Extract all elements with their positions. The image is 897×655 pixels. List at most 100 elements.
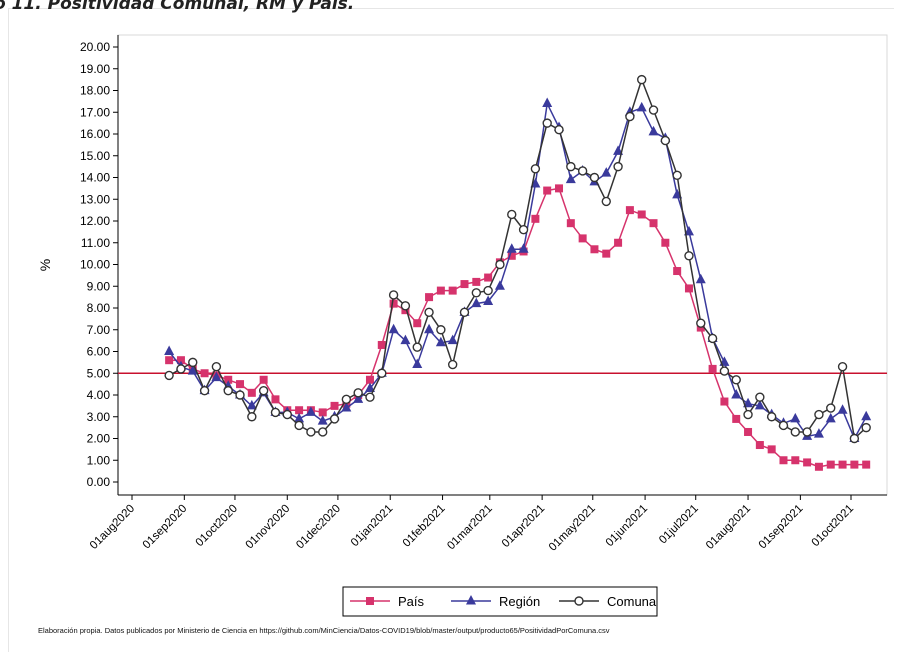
data-point-region bbox=[695, 273, 706, 284]
data-point-comuna bbox=[849, 433, 860, 444]
data-point-pais bbox=[425, 293, 434, 302]
data-point-comuna bbox=[318, 427, 328, 437]
x-tick-label: 01jul2021 bbox=[657, 503, 701, 547]
data-point-comuna bbox=[424, 307, 434, 318]
data-point-comuna bbox=[188, 357, 198, 368]
y-tick-label: 16.00 bbox=[80, 127, 110, 141]
data-point-region bbox=[341, 402, 352, 412]
data-point-comuna bbox=[554, 124, 564, 135]
y-tick-label: 14.00 bbox=[80, 171, 110, 185]
data-point-comuna bbox=[518, 224, 529, 235]
data-point-region bbox=[518, 243, 529, 253]
data-point-comuna bbox=[530, 164, 541, 174]
data-point-comuna bbox=[743, 409, 753, 420]
data-point-region bbox=[494, 280, 505, 290]
data-point-pais bbox=[555, 184, 564, 193]
y-tick-label: 15.00 bbox=[80, 149, 110, 163]
data-point-pais bbox=[625, 206, 634, 215]
data-point-comuna bbox=[625, 111, 635, 122]
data-point-pais bbox=[271, 395, 280, 404]
data-point-comuna bbox=[199, 385, 210, 396]
y-tick-label: 7.00 bbox=[87, 323, 111, 337]
y-tick-label: 9.00 bbox=[87, 279, 111, 293]
data-point-region bbox=[435, 336, 446, 347]
legend-marker-comuna bbox=[574, 596, 584, 606]
data-point-comuna bbox=[826, 403, 836, 413]
data-point-region bbox=[447, 334, 458, 345]
data-point-pais bbox=[224, 375, 233, 384]
data-point-pais bbox=[850, 460, 859, 469]
data-point-pais bbox=[862, 460, 871, 469]
data-point-pais bbox=[247, 388, 256, 397]
data-point-region bbox=[648, 125, 659, 136]
data-point-comuna bbox=[589, 172, 600, 183]
y-tick-label: 17.00 bbox=[80, 105, 110, 119]
data-point-pais bbox=[684, 284, 693, 293]
data-point-comuna bbox=[258, 385, 269, 396]
data-point-region bbox=[506, 243, 517, 253]
data-point-region bbox=[542, 97, 553, 108]
data-point-region bbox=[837, 404, 848, 414]
y-tick-label: 1.00 bbox=[87, 453, 111, 467]
data-point-pais bbox=[791, 456, 800, 465]
data-point-pais bbox=[602, 249, 611, 258]
data-point-pais bbox=[566, 219, 575, 228]
x-tick-label: 01oct2020 bbox=[194, 503, 240, 549]
data-point-pais bbox=[673, 267, 682, 276]
data-point-pais bbox=[708, 364, 717, 373]
data-point-region bbox=[613, 145, 624, 155]
data-point-pais bbox=[803, 458, 812, 467]
data-point-comuna bbox=[684, 251, 694, 261]
data-point-region bbox=[683, 225, 694, 236]
data-point-comuna bbox=[471, 288, 482, 298]
page-title: o 11. Positividad Comunal, RM y País. bbox=[0, 0, 355, 14]
legend-marker-pais bbox=[366, 597, 374, 605]
x-tick-label: 01aug2021 bbox=[704, 503, 753, 552]
data-point-comuna bbox=[861, 422, 871, 433]
data-point-region bbox=[743, 397, 754, 408]
data-point-pais bbox=[448, 286, 457, 295]
data-point-comuna bbox=[412, 342, 422, 352]
data-point-comuna bbox=[483, 285, 493, 296]
data-point-pais bbox=[590, 245, 599, 254]
data-point-pais bbox=[365, 375, 374, 384]
data-point-comuna bbox=[507, 209, 517, 220]
data-point-pais bbox=[460, 280, 469, 289]
data-point-pais bbox=[472, 277, 481, 286]
data-point-comuna bbox=[341, 394, 352, 405]
y-tick-label: 3.00 bbox=[87, 410, 111, 424]
x-tick-label: 01mar2021 bbox=[445, 503, 495, 553]
data-point-pais bbox=[377, 340, 386, 349]
data-point-region bbox=[353, 393, 364, 403]
data-point-region bbox=[813, 428, 824, 438]
source-note: Elaboración propia. Datos publicados por… bbox=[38, 626, 610, 635]
data-point-comuna bbox=[707, 333, 718, 344]
data-point-pais bbox=[838, 460, 847, 469]
data-point-pais bbox=[744, 427, 753, 436]
y-tick-label: 18.00 bbox=[80, 84, 110, 98]
data-point-region bbox=[305, 406, 316, 416]
x-tick-label: 01sep2020 bbox=[141, 503, 190, 552]
x-tick-label: 01aug2020 bbox=[88, 503, 137, 552]
data-point-pais bbox=[165, 356, 174, 365]
y-tick-label: 11.00 bbox=[81, 236, 110, 250]
data-point-pais bbox=[176, 356, 185, 365]
data-point-comuna bbox=[566, 161, 576, 172]
data-point-region bbox=[412, 358, 423, 369]
data-point-comuna bbox=[377, 368, 387, 378]
data-point-comuna bbox=[400, 301, 411, 311]
data-point-comuna bbox=[235, 390, 245, 400]
data-point-region bbox=[211, 371, 222, 382]
data-point-comuna bbox=[447, 359, 458, 370]
data-point-comuna bbox=[660, 135, 671, 146]
y-tick-label: 10.00 bbox=[80, 258, 110, 272]
data-point-comuna bbox=[436, 325, 446, 335]
y-tick-label: 20.00 bbox=[80, 40, 110, 54]
data-point-pais bbox=[755, 441, 764, 450]
data-point-region bbox=[601, 167, 612, 177]
y-tick-label: 13.00 bbox=[80, 192, 110, 206]
x-tick-label: 01apr2021 bbox=[500, 503, 547, 550]
y-tick-label: 0.00 bbox=[87, 475, 111, 489]
data-point-pais bbox=[259, 375, 268, 384]
